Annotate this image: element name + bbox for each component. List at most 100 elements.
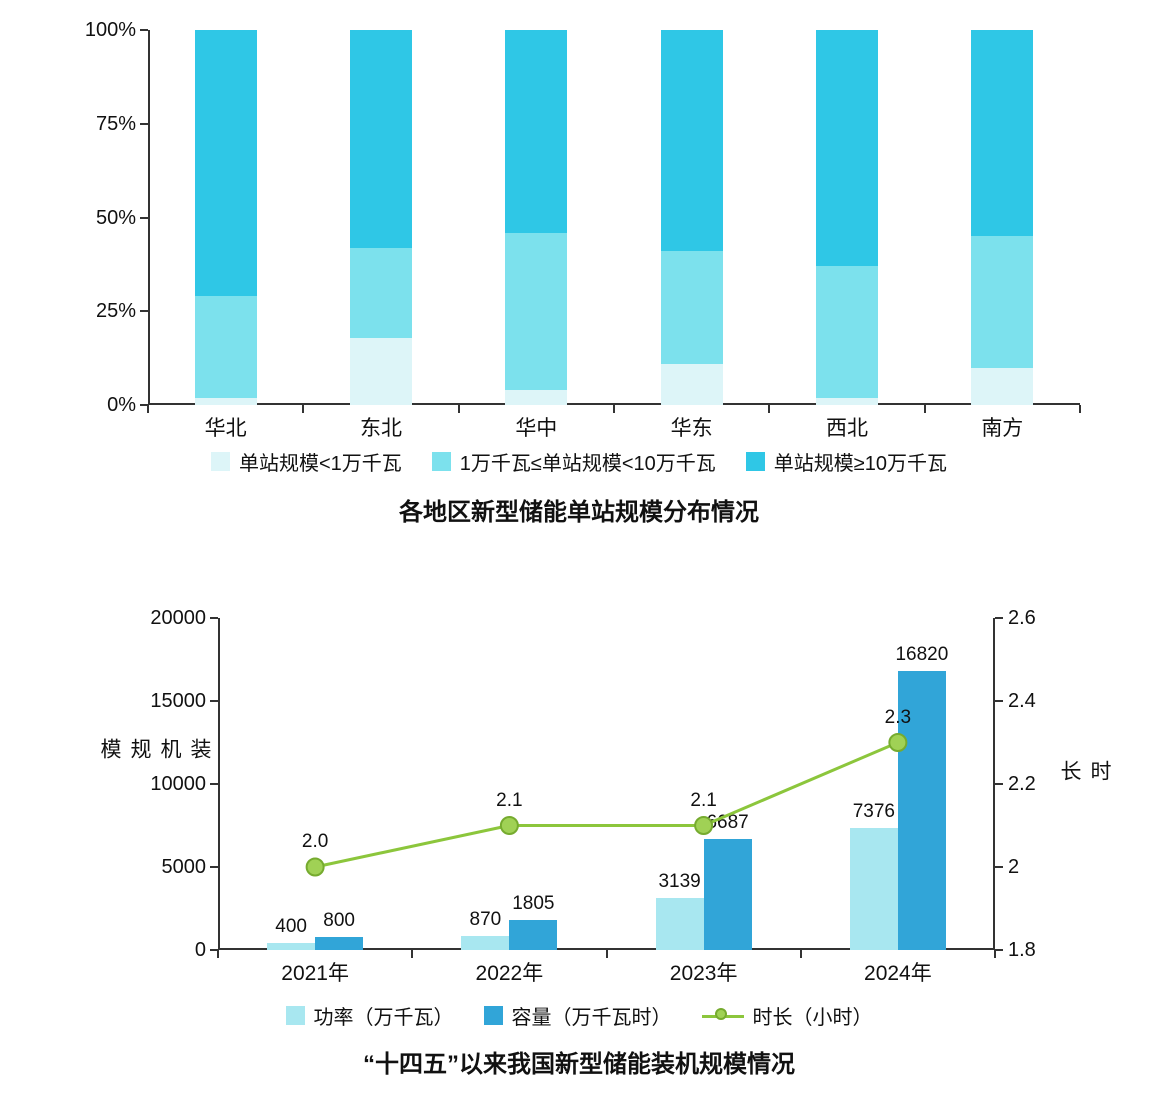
x-category-label: 华东 [670,417,713,440]
bar-value-label: 6687 [706,811,749,833]
duration-marker [499,816,519,835]
right-axis-tick [995,866,1003,868]
bar-value-label: 7376 [852,800,896,822]
y-axis-tick-label: 100% [84,19,136,41]
legend-item: 单站规模≥10万千瓦 [745,447,948,476]
left-axis-tick-label: 5000 [161,856,207,878]
legend-swatch [745,452,765,471]
chart1-legend: 单站规模<1万千瓦 1万千瓦≤单站规模<10万千瓦 单站规模≥10万千瓦 [0,447,1158,476]
y-axis-tick [140,404,148,406]
duration-marker [888,733,908,752]
right-axis-tick [995,783,1003,785]
legend-label: 功率（万千瓦） [313,1007,454,1029]
left-axis-tick [210,783,218,785]
bar-capacity [509,920,558,950]
stacked-bar-segment-0 [971,367,1034,405]
legend-label: 时长（小时） [752,1007,873,1029]
bar-capacity [703,838,752,950]
stacked-bar-segment-1 [350,247,412,338]
right-axis-title: 时长 [1058,760,1111,784]
left-axis-tick-label: 20000 [150,607,206,629]
bar-value-label: 16820 [895,643,949,665]
left-axis-tick [210,617,218,619]
x-category-label: 西北 [825,417,868,440]
right-axis-tick-label: 2.6 [1008,607,1036,629]
duration-marker [305,857,325,877]
stacked-bar-segment-0 [350,337,412,405]
legend-label: 单站规模<1万千瓦 [238,453,402,475]
x-axis-tick [411,950,414,958]
x-category-label: 2022年 [475,962,544,985]
stacked-bar-segment-1 [660,251,723,364]
y-axis-tick [140,29,148,31]
legend-swatch [210,452,230,471]
legend-swatch [431,452,451,471]
chart1-plot-area [148,30,1080,405]
line-value-label: 2.1 [496,789,523,811]
chart1-title: 各地区新型储能单站规模分布情况 [399,499,759,526]
stacked-bar-segment-0 [660,363,723,405]
x-category-label: 东北 [359,417,402,440]
bar-power [849,827,898,950]
right-axis-tick-label: 2 [1008,856,1020,878]
x-category-label: 华北 [204,417,247,440]
legend-item: 单站规模<1万千瓦 [210,447,402,476]
legend-item: 功率（万千瓦） [285,1001,454,1030]
x-axis-tick [768,405,771,413]
chart2-legend: 功率（万千瓦） 容量（万千瓦时） 时长（小时） [0,1001,1158,1030]
y-axis-tick [140,122,148,125]
right-axis-tick [995,949,1003,951]
y-axis-tick-label: 0% [107,394,136,416]
duration-marker [694,816,714,835]
bar-value-label: 870 [469,908,502,930]
y-axis-tick [140,310,148,313]
x-axis-tick [457,405,460,413]
y-axis-tick [140,216,148,219]
legend-label: 1万千瓦≤单站规模<10万千瓦 [459,453,716,475]
x-category-label: 南方 [981,417,1024,440]
line-value-label: 2.3 [884,706,912,728]
left-axis-title: 装机规模 [98,738,211,762]
left-axis-tick-label: 0 [194,939,206,961]
x-axis-tick [302,405,305,413]
stacked-bar-segment-2 [194,30,257,297]
x-category-label: 2021年 [281,962,349,985]
stacked-bar-segment-1 [816,266,878,398]
stacked-bar-segment-2 [660,30,723,252]
x-axis-tick [605,950,608,958]
right-axis-tick [995,700,1003,702]
x-axis-tick [613,405,615,413]
left-axis-tick [210,700,218,702]
stacked-bar-segment-2 [816,30,878,267]
right-axis-tick-label: 2.4 [1008,690,1036,712]
left-axis-tick-label: 15000 [150,690,206,712]
x-axis-tick [923,405,926,413]
stacked-bar-segment-1 [194,296,257,398]
bar-capacity [315,936,364,950]
legend-label: 单站规模≥10万千瓦 [773,453,948,475]
bar-value-label: 800 [323,909,355,931]
duration-line [314,741,899,869]
x-category-label: 2024年 [864,962,932,985]
x-axis-tick [994,950,996,958]
stacked-bar-segment-2 [350,30,412,248]
legend-swatch [285,1006,305,1025]
y-axis-tick-label: 50% [95,206,136,229]
x-category-label: 华中 [515,417,558,440]
legend-line-glyph [701,1007,744,1025]
x-axis-tick [799,950,802,958]
left-axis-tick [210,949,218,951]
right-axis-tick-label: 1.8 [1008,939,1036,961]
stacked-bar-segment-2 [971,30,1034,237]
legend-item: 1万千瓦≤单站规模<10万千瓦 [431,447,716,476]
x-axis-tick [147,405,149,413]
bar-power [267,943,316,950]
line-value-label: 2.0 [301,831,329,852]
bar-value-label: 3139 [658,870,701,892]
bar-capacity [897,670,946,950]
bar-power [461,935,510,950]
x-axis-tick [1079,405,1081,413]
right-axis-tick [995,617,1003,619]
left-axis-tick-label: 10000 [150,773,206,795]
